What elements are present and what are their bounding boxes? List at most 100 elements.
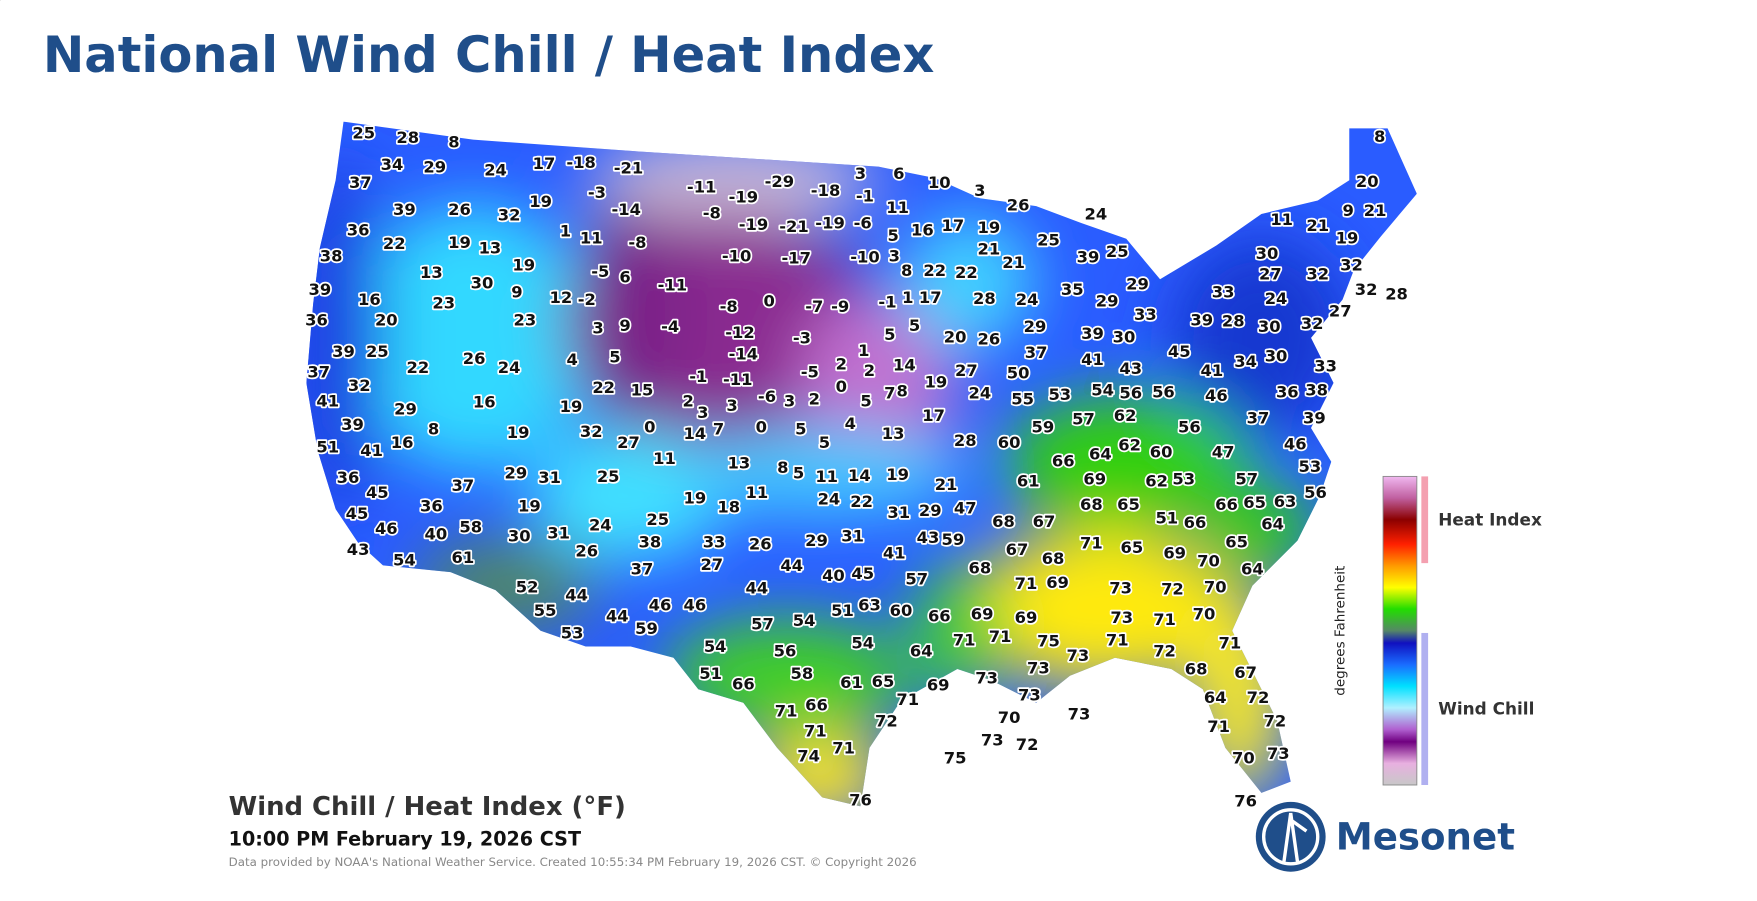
station-value: 33 (1314, 357, 1337, 376)
station-value: 15 (631, 380, 654, 399)
station-value: 56 (1178, 417, 1201, 436)
station-value: 7 (713, 420, 724, 439)
station-value: 47 (1212, 442, 1235, 461)
station-value: 31 (841, 527, 864, 546)
station-value: 67 (1033, 512, 1056, 531)
station-value: 1 (902, 288, 913, 307)
station-value: 45 (851, 564, 874, 583)
station-value: 54 (851, 634, 874, 653)
station-value: 71 (804, 722, 827, 741)
station-value: 54 (1091, 380, 1114, 399)
station-value: 36 (347, 220, 370, 239)
station-value: 73 (1018, 686, 1041, 705)
station-value: 24 (589, 515, 612, 534)
station-value: 27 (1329, 301, 1352, 320)
station-value: -3 (793, 329, 811, 348)
station-value: 32 (1301, 314, 1324, 333)
logo-circle (1255, 801, 1326, 872)
station-value: 19 (512, 255, 535, 274)
station-value: 71 (1207, 717, 1230, 736)
station-value: 34 (1234, 352, 1257, 371)
station-value: 40 (822, 566, 845, 585)
station-value: 54 (704, 637, 727, 656)
station-value: -17 (782, 249, 812, 268)
station-value: 38 (639, 532, 662, 551)
chill-label: Wind Chill (1438, 699, 1534, 719)
station-value: -2 (578, 290, 596, 309)
station-value: -4 (661, 317, 679, 336)
station-value: 65 (1243, 493, 1266, 512)
station-value: 44 (565, 585, 588, 604)
logo-ring (1261, 808, 1320, 866)
chill-range-bar (1421, 632, 1429, 785)
station-value: 46 (649, 595, 672, 614)
station-value: -6 (758, 387, 776, 406)
station-value: 13 (479, 238, 502, 257)
station-value: 5 (793, 464, 804, 483)
station-value: 13 (727, 454, 750, 473)
station-value: 2 (864, 361, 875, 380)
station-value: 0 (644, 417, 655, 436)
station-value: 56 (1119, 384, 1142, 403)
station-value: 37 (1025, 343, 1048, 362)
station-value: 71 (896, 690, 919, 709)
station-value: 46 (1205, 386, 1228, 405)
station-value: 4 (845, 414, 856, 433)
station-value: 5 (909, 316, 920, 335)
station-value: 60 (998, 433, 1021, 452)
station-value: 53 (1298, 457, 1321, 476)
station-value: 72 (1264, 711, 1287, 730)
station-value: 16 (473, 393, 496, 412)
station-value: 5 (819, 433, 830, 452)
station-value: 19 (925, 372, 948, 391)
color-bar (1382, 475, 1418, 786)
station-value: 18 (717, 497, 740, 516)
station-value: 62 (1114, 406, 1137, 425)
station-value: 61 (452, 548, 475, 567)
station-value: 24 (484, 161, 507, 180)
station-value: 38 (1305, 380, 1328, 399)
map-shading (306, 121, 1417, 807)
station-value: 30 (1258, 317, 1281, 336)
station-value: 41 (1201, 361, 1224, 380)
station-value: 51 (699, 664, 722, 683)
logo: Mesonet (1255, 801, 1515, 872)
station-value: 52 (516, 577, 539, 596)
station-value: 38 (320, 246, 343, 265)
station-value: 71 (1219, 634, 1242, 653)
station-value: 22 (955, 263, 978, 282)
station-value: 55 (534, 601, 557, 620)
station-value: 14 (684, 424, 707, 443)
station-value: 22 (592, 378, 615, 397)
station-value: 30 (1265, 347, 1288, 366)
station-value: 64 (1241, 559, 1264, 578)
station-value: -18 (566, 153, 596, 172)
station-value: 50 (1007, 363, 1030, 382)
heat-range-bar (1421, 476, 1429, 564)
station-value: 53 (1048, 385, 1071, 404)
station-value: 25 (1106, 242, 1129, 261)
station-value: 0 (756, 417, 767, 436)
station-value: 19 (507, 423, 530, 442)
station-value: 10 (928, 173, 951, 192)
station-value: 6 (893, 164, 904, 183)
station-value: -21 (614, 158, 644, 177)
station-value: 8 (428, 420, 439, 439)
station-value: 53 (1172, 469, 1195, 488)
station-value: 3 (784, 392, 795, 411)
station-value: 32 (1340, 255, 1363, 274)
station-value: 16 (911, 220, 934, 239)
station-value: 37 (307, 362, 330, 381)
station-value: 73 (981, 731, 1004, 750)
station-value: 39 (1081, 324, 1104, 343)
station-value: 68 (1185, 660, 1208, 679)
station-value: 69 (1046, 573, 1069, 592)
station-value: 73 (1267, 744, 1290, 763)
station-value: 19 (560, 397, 583, 416)
station-value: 33 (1134, 305, 1157, 324)
station-value: 72 (1016, 735, 1039, 754)
station-value: 60 (890, 601, 913, 620)
station-value: 16 (391, 433, 414, 452)
station-value: 57 (751, 615, 774, 634)
station-value: 17 (533, 154, 556, 173)
